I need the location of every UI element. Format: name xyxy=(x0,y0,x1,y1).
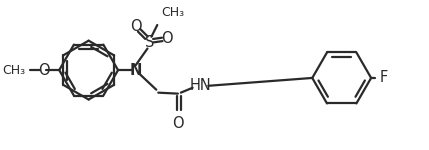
Text: F: F xyxy=(380,70,388,86)
Text: O: O xyxy=(172,116,184,131)
Text: CH₃: CH₃ xyxy=(161,6,184,19)
Text: O: O xyxy=(38,63,49,78)
Text: O: O xyxy=(130,20,142,34)
Text: S: S xyxy=(145,35,154,50)
Text: CH₃: CH₃ xyxy=(3,64,26,77)
Text: HN: HN xyxy=(190,78,211,93)
Text: O: O xyxy=(161,31,173,46)
Text: N: N xyxy=(130,63,142,78)
